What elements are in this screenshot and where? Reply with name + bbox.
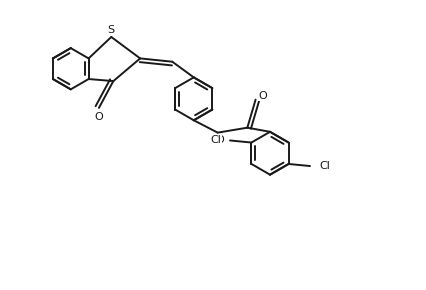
Text: S: S	[108, 25, 115, 35]
Text: O: O	[215, 135, 224, 145]
Text: Cl: Cl	[319, 161, 330, 171]
Text: Cl: Cl	[210, 135, 221, 146]
Text: O: O	[259, 90, 268, 101]
Text: O: O	[95, 112, 103, 122]
